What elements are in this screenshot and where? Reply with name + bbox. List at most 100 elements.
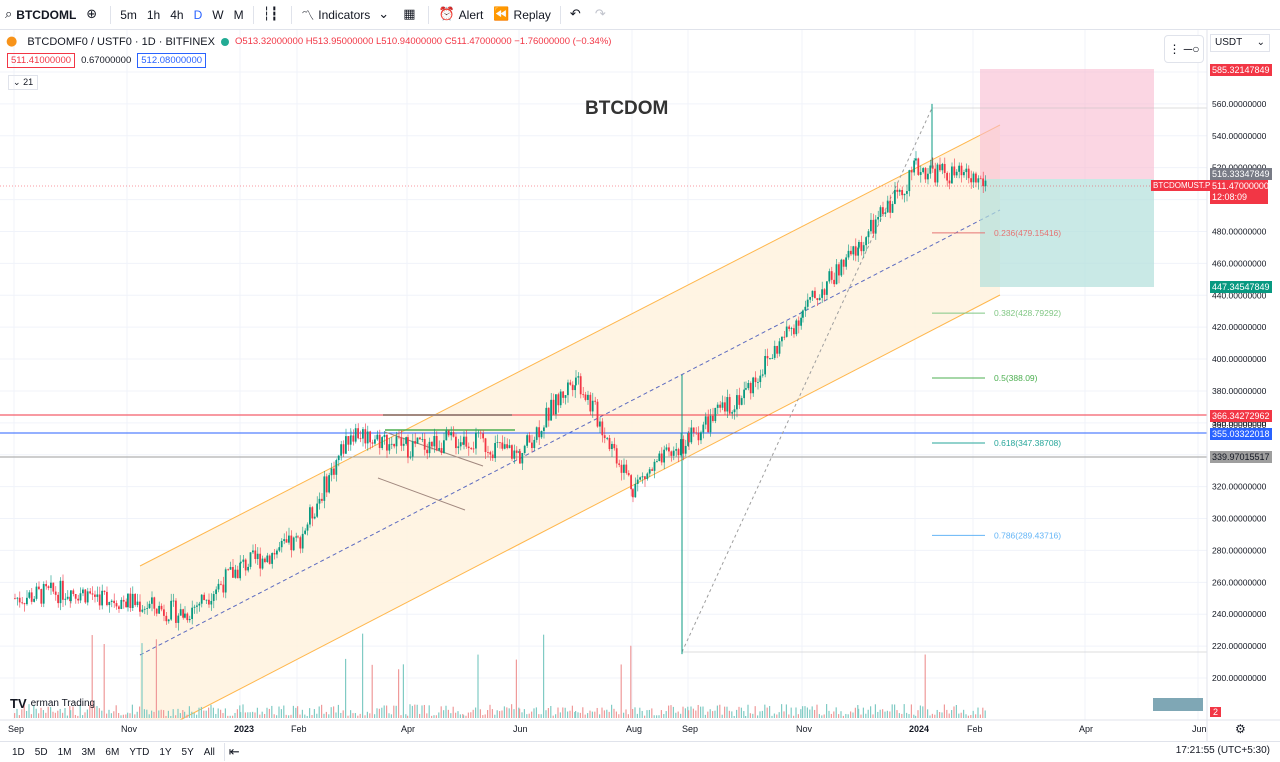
candle-body	[362, 429, 364, 439]
volume-bar	[91, 635, 93, 718]
volume-bar	[594, 711, 596, 718]
volume-bar	[627, 714, 629, 718]
currency-selector[interactable]: USDT ⌄	[1210, 34, 1270, 52]
volume-bar	[496, 710, 498, 718]
range-3m[interactable]: 3M	[81, 746, 96, 758]
ascending-channel	[140, 125, 1000, 720]
volume-bar	[965, 714, 967, 718]
volume-bar	[101, 710, 103, 718]
ask-price-button[interactable]: 512.08000000	[137, 53, 207, 68]
candle-body	[712, 415, 714, 422]
volume-bar	[740, 707, 742, 718]
interval-4h[interactable]: 4h	[170, 7, 184, 22]
candle-body	[910, 170, 913, 173]
volume-bar	[842, 715, 844, 718]
indicators-button[interactable]: 〽 Indicators ⌄	[296, 0, 398, 30]
candle-body	[196, 605, 198, 607]
price-chart[interactable]: 0.236(479.15416) 0.382(428.79292) 0.5(388.…	[0, 30, 1280, 742]
candle-body	[513, 450, 516, 459]
volume-bar	[769, 706, 771, 718]
volume-bar	[857, 705, 859, 718]
range-all[interactable]: All	[203, 746, 215, 758]
range-5y[interactable]: 5Y	[181, 746, 194, 758]
volume-bar	[134, 714, 136, 718]
candle-body	[115, 603, 118, 607]
candle-body	[94, 594, 96, 597]
price-tick-label: 540.00000000	[1212, 131, 1267, 141]
volume-bar	[821, 715, 823, 718]
interval-m[interactable]: M	[233, 7, 244, 22]
target-zone	[980, 179, 1154, 287]
redo-button[interactable]: ↷	[590, 0, 615, 30]
volume-bar	[333, 706, 335, 718]
candle-body	[697, 432, 700, 441]
range-ytd[interactable]: YTD	[129, 746, 150, 758]
candle-body	[826, 281, 828, 295]
range-1y[interactable]: 1Y	[159, 746, 172, 758]
indicator-toggle[interactable]: ⌄ 21	[8, 75, 39, 90]
legend-title[interactable]: BTCDOMF0 / USTF0 · 1D · BITFINEX	[27, 35, 215, 48]
volume-bar	[499, 711, 501, 718]
volume-bar	[835, 707, 837, 718]
range-5d[interactable]: 5D	[34, 746, 48, 758]
volume-bar	[306, 715, 308, 718]
drawing-tool-button[interactable]: ⋮ ─○	[1164, 35, 1204, 63]
candle-body	[677, 449, 680, 456]
candle-body	[951, 166, 953, 184]
volume-bar	[127, 712, 129, 718]
clock[interactable]: 17:21:55 (UTC+5:30)	[1175, 745, 1270, 756]
candle-body	[778, 341, 781, 354]
candle-body	[889, 200, 891, 213]
layouts-button[interactable]: ▦	[398, 0, 424, 30]
volume-bar	[74, 714, 76, 718]
candle-body	[129, 593, 132, 608]
alert-button[interactable]: ⏰ Alert	[433, 0, 488, 30]
volume-bar	[707, 711, 709, 718]
undo-button[interactable]: ↶	[565, 0, 590, 30]
candle-body	[172, 600, 175, 602]
scale-count-badge[interactable]: 2	[1210, 707, 1222, 717]
candle-body	[506, 444, 508, 449]
range-1m[interactable]: 1M	[57, 746, 72, 758]
volume-bar	[543, 634, 545, 718]
volume-bar	[908, 714, 910, 718]
candle-body	[421, 439, 424, 440]
candle-body	[906, 191, 908, 194]
volume-bar	[175, 715, 177, 718]
candle-body	[743, 389, 745, 399]
bid-ask-row: 511.41000000 0.67000000 512.08000000	[7, 53, 207, 68]
range-6m[interactable]: 6M	[105, 746, 120, 758]
volume-bar	[232, 715, 234, 718]
fib-level-label: 0.382(428.79292)	[994, 308, 1061, 318]
volume-bar	[714, 710, 716, 718]
interval-w[interactable]: W	[212, 7, 224, 22]
goto-date-icon[interactable]: ⇤	[228, 744, 240, 760]
volume-bar	[179, 713, 181, 718]
volume-bar	[167, 710, 169, 718]
candle-body	[431, 441, 433, 447]
candle-body	[821, 289, 823, 298]
candle-body	[555, 394, 557, 415]
candle-body	[567, 382, 569, 396]
candle-body	[354, 428, 357, 442]
volume-bar	[40, 707, 42, 718]
volume-bars	[14, 633, 986, 718]
candle-body	[306, 524, 309, 531]
chart-type-button[interactable]: ┆┇	[258, 0, 288, 30]
volume-bar	[584, 714, 586, 718]
interval-d[interactable]: D	[193, 7, 203, 22]
replay-button[interactable]: ⏪ Replay	[488, 0, 556, 30]
volume-bar	[186, 714, 188, 718]
range-1d[interactable]: 1D	[12, 746, 25, 758]
symbol-search-button[interactable]: ⌕ BTCDOML	[0, 0, 81, 30]
compare-button[interactable]: ⊕	[81, 0, 106, 30]
bid-price-button[interactable]: 511.41000000	[7, 53, 76, 68]
volume-bar	[438, 712, 440, 718]
settings-gear-button[interactable]: ⚙	[1235, 722, 1246, 736]
volume-bar	[754, 706, 756, 718]
watermark-text: erman Trading	[30, 698, 96, 709]
interval-1h[interactable]: 1h	[146, 7, 161, 22]
candle-body	[879, 207, 882, 218]
interval-5m[interactable]: 5m	[120, 7, 137, 22]
fib-level-label: 0.236(479.15416)	[994, 228, 1061, 238]
